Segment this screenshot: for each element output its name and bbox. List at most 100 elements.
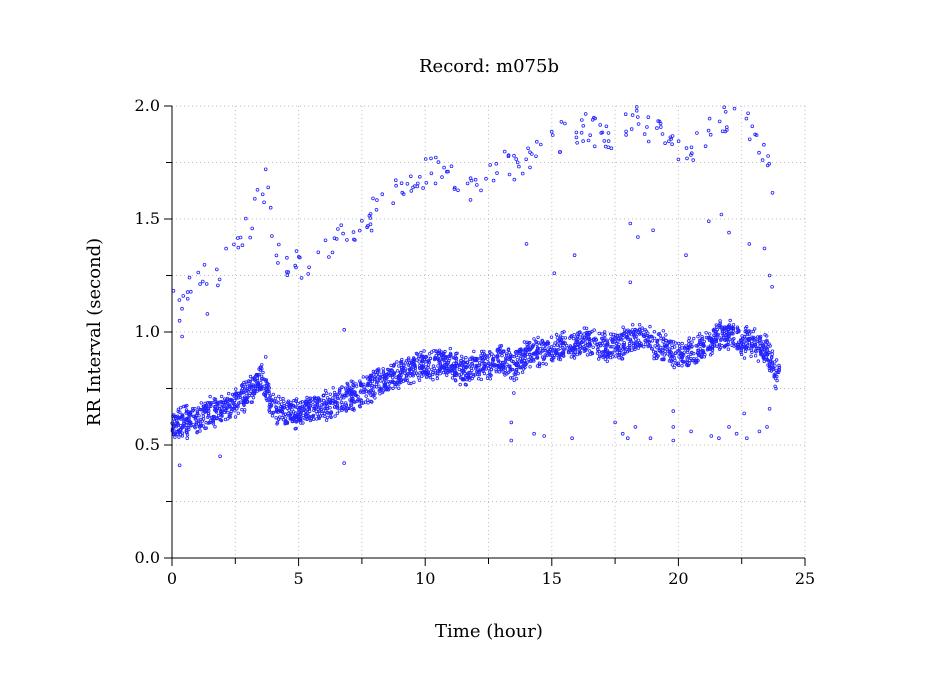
y-tick-label: 2.0: [135, 96, 160, 115]
data-point: [587, 349, 592, 353]
x-tick-label: 25: [795, 569, 815, 588]
data-point: [563, 121, 567, 126]
data-point: [206, 407, 211, 411]
data-point: [402, 366, 406, 370]
data-point: [351, 397, 355, 401]
data-point: [559, 337, 564, 341]
data-point: [251, 386, 255, 390]
data-point: [206, 412, 211, 416]
data-point: [403, 371, 407, 375]
data-point: [525, 342, 529, 347]
data-point: [370, 400, 374, 404]
data-point: [665, 344, 669, 348]
data-point: [758, 350, 763, 355]
data-point: [240, 386, 245, 391]
data-point: [173, 433, 177, 437]
data-point: [714, 323, 718, 327]
data-point: [486, 357, 490, 361]
data-point: [232, 242, 236, 247]
data-point: [708, 132, 713, 137]
data-point: [483, 362, 488, 366]
data-point: [509, 354, 513, 359]
data-point: [616, 353, 621, 358]
data-point: [199, 408, 203, 412]
data-point: [201, 417, 206, 421]
data-point: [677, 341, 681, 346]
data-point: [354, 382, 358, 386]
data-point: [404, 367, 408, 371]
data-point: [248, 391, 252, 395]
data-point: [412, 356, 416, 360]
data-point: [184, 408, 189, 412]
data-point: [351, 230, 356, 234]
data-point: [177, 463, 182, 468]
data-point: [270, 234, 274, 238]
data-point: [471, 374, 475, 378]
data-point: [270, 414, 275, 418]
data-point: [559, 120, 564, 124]
data-point: [731, 341, 736, 345]
data-point: [227, 403, 232, 407]
data-point: [379, 379, 383, 383]
data-point: [322, 398, 326, 403]
data-point: [221, 400, 226, 405]
data-point: [292, 410, 296, 414]
data-point: [294, 265, 298, 270]
x-tick-label: 20: [668, 569, 688, 588]
data-point: [542, 341, 546, 345]
data-point: [749, 348, 754, 353]
data-point: [670, 363, 675, 367]
data-point: [572, 346, 576, 350]
data-point: [185, 420, 189, 425]
data-point: [541, 361, 545, 366]
data-point: [263, 393, 267, 397]
data-point: [176, 428, 181, 432]
data-point: [387, 385, 391, 389]
data-point: [568, 344, 573, 348]
data-point: [767, 406, 772, 411]
data-point: [523, 356, 527, 361]
data-point: [770, 284, 774, 289]
data-point: [466, 373, 471, 377]
data-point: [467, 365, 472, 369]
data-point: [636, 122, 641, 126]
data-point: [532, 431, 536, 436]
data-point: [753, 327, 757, 331]
data-point: [397, 386, 401, 390]
data-point: [541, 349, 545, 353]
data-point: [236, 411, 240, 415]
data-point: [219, 400, 224, 404]
data-point: [385, 372, 389, 377]
data-point: [236, 236, 240, 240]
data-point: [765, 338, 769, 343]
data-point: [428, 373, 432, 377]
data-point: [444, 370, 448, 375]
data-point: [335, 405, 339, 409]
data-point: [757, 429, 762, 434]
axes: [164, 105, 806, 566]
data-point: [357, 228, 362, 233]
data-point: [298, 418, 302, 423]
data-point: [223, 417, 228, 422]
data-point: [208, 394, 212, 399]
data-point: [184, 411, 188, 415]
data-point: [581, 139, 585, 143]
data-point: [424, 181, 429, 185]
data-point: [770, 191, 775, 195]
data-point: [553, 341, 557, 345]
data-point: [535, 342, 539, 346]
data-point: [661, 340, 665, 344]
data-point: [351, 406, 356, 411]
data-point: [669, 350, 673, 354]
data-point: [425, 372, 429, 376]
data-point: [503, 368, 507, 372]
data-point: [648, 335, 652, 339]
data-point: [650, 347, 654, 351]
data-point: [491, 178, 496, 183]
data-point: [473, 177, 478, 182]
data-point: [417, 376, 421, 380]
data-point: [712, 327, 716, 331]
data-point: [449, 164, 454, 169]
data-point: [603, 354, 607, 359]
data-point: [377, 367, 381, 371]
